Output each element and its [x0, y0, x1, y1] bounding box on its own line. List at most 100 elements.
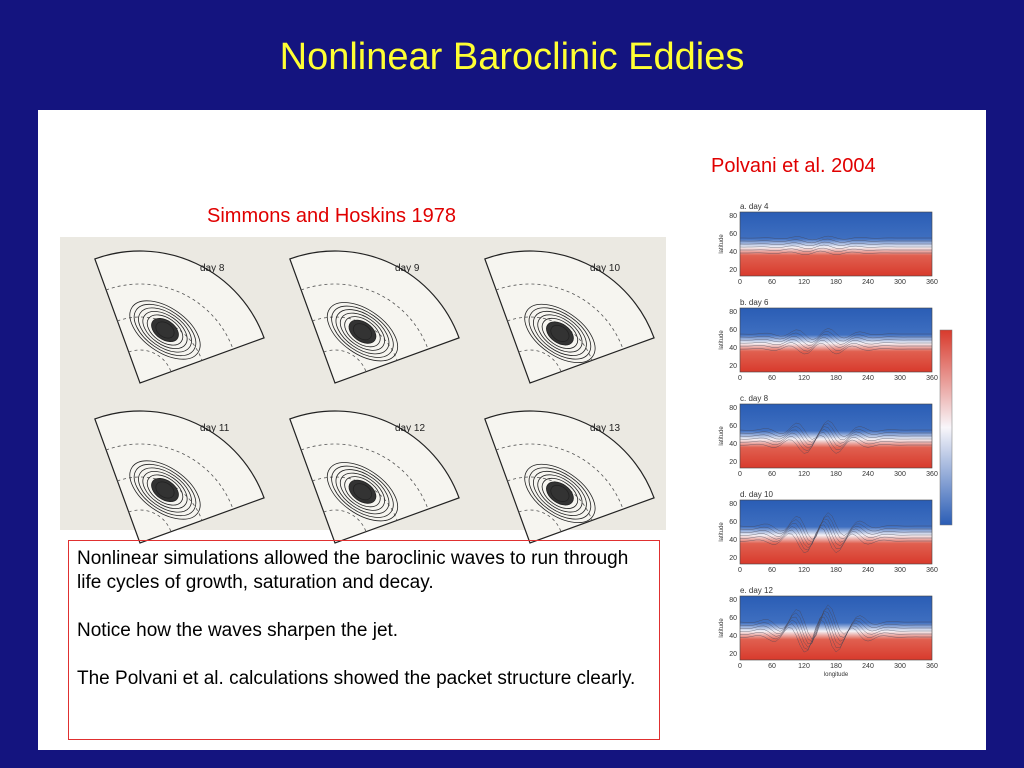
latitude-circle: [518, 509, 562, 532]
day-label: day 12: [395, 423, 425, 434]
contour-line: [739, 512, 932, 540]
contour-line: [739, 331, 932, 343]
latitude-circle: [312, 476, 398, 521]
x-tick-label: 60: [768, 471, 776, 478]
x-tick-label: 300: [894, 279, 906, 286]
contour-line: [739, 520, 932, 549]
x-tick-label: 0: [738, 471, 742, 478]
contour: [335, 469, 390, 515]
y-tick-label: 20: [729, 267, 737, 274]
x-tick-label: 300: [894, 375, 906, 382]
panel-label: e. day 12: [740, 586, 773, 595]
latitude-circle: [518, 349, 562, 372]
y-tick-label: 60: [729, 327, 737, 334]
slide-title: Nonlinear Baroclinic Eddies: [279, 36, 745, 78]
latitude-circle: [301, 283, 429, 350]
contour: [133, 463, 197, 517]
contour-line: [740, 432, 932, 451]
contour: [331, 305, 394, 358]
contour-line: [739, 618, 932, 653]
y-tick-label: 20: [729, 459, 737, 466]
day-label: day 11: [200, 423, 230, 434]
contour: [326, 462, 398, 522]
y-tick-label: 40: [729, 537, 737, 544]
x-tick-label: 240: [862, 663, 874, 670]
latitude-circle: [128, 509, 172, 532]
panel-label: b. day 6: [740, 298, 769, 307]
x-tick-label: 180: [830, 471, 842, 478]
contour: [146, 474, 184, 506]
y-tick-label: 60: [729, 423, 737, 430]
day-label: day 10: [590, 263, 620, 274]
contour: [541, 317, 579, 349]
contour: [142, 470, 188, 510]
contour-line: [740, 434, 932, 454]
contour-line: [740, 235, 932, 241]
paragraph: Notice how the waves sharpen the jet.: [77, 620, 399, 641]
contour: [550, 484, 570, 502]
day-label: day 9: [395, 263, 420, 274]
contour: [326, 302, 398, 362]
x-tick-label: 180: [830, 567, 842, 574]
contour-line: [739, 604, 932, 640]
contour: [541, 477, 579, 509]
x-tick-label: 120: [798, 663, 810, 670]
contour: [155, 481, 175, 499]
y-tick-label: 60: [729, 231, 737, 238]
contour-line: [739, 420, 932, 440]
contour-line: [739, 612, 932, 648]
x-tick-label: 60: [768, 375, 776, 382]
contour: [524, 303, 596, 364]
panel-label: a. day 4: [740, 202, 769, 211]
y-tick-label: 40: [729, 441, 737, 448]
contour: [331, 465, 394, 518]
x-tick-label: 240: [862, 375, 874, 382]
x-tick-label: 240: [862, 567, 874, 574]
contour: [533, 470, 587, 516]
x-tick-label: 0: [738, 375, 742, 382]
contour: [352, 323, 372, 341]
latitude-circle: [301, 443, 429, 510]
y-tick-label: 80: [729, 309, 737, 316]
contour-line: [740, 250, 932, 255]
x-tick-label: 0: [738, 663, 742, 670]
contour: [344, 316, 381, 348]
latitude-circle: [323, 509, 367, 532]
contour: [344, 476, 381, 508]
y-tick-label: 60: [729, 615, 737, 622]
y-tick-label: 40: [729, 345, 737, 352]
contour: [528, 307, 592, 360]
x-tick-label: 0: [738, 279, 742, 286]
paragraph: The Polvani et al. calculations showed t…: [77, 668, 636, 689]
contour: [129, 460, 201, 520]
x-axis-label: longitude: [824, 672, 849, 678]
contour-line: [739, 423, 932, 443]
contour-line: [740, 238, 932, 244]
contour: [528, 467, 592, 520]
x-tick-label: 60: [768, 567, 776, 574]
contour: [533, 310, 587, 356]
x-tick-label: 180: [830, 663, 842, 670]
contour: [537, 474, 583, 513]
contour: [129, 300, 201, 360]
contour-line: [740, 342, 932, 355]
panel-label: d. day 10: [740, 490, 773, 499]
y-axis-label: latitude: [719, 522, 725, 542]
contour: [146, 314, 184, 346]
x-tick-label: 60: [768, 663, 776, 670]
contour-line: [739, 610, 932, 645]
latitude-circle: [507, 476, 593, 521]
contour-line: [739, 336, 932, 349]
latitude-circle: [128, 349, 172, 372]
x-tick-label: 360: [926, 567, 938, 574]
x-tick-label: 360: [926, 471, 938, 478]
day-label: day 13: [590, 423, 620, 434]
left-caption: Simmons and Hoskins 1978: [207, 205, 457, 227]
y-tick-label: 40: [729, 633, 737, 640]
latitude-circle: [507, 316, 593, 361]
y-axis-label: latitude: [719, 234, 725, 254]
contour-line: [739, 334, 932, 346]
contour: [138, 307, 192, 353]
